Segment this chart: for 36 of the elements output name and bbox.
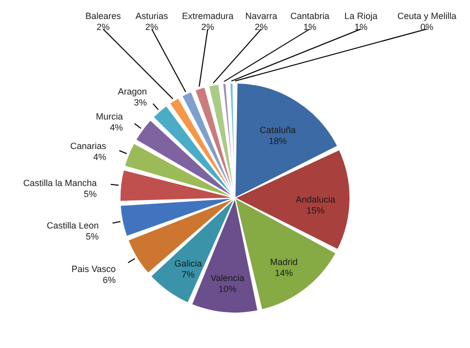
slice-label: Galicia	[174, 258, 202, 268]
data-label: 2%	[254, 22, 268, 32]
data-label: 15%	[306, 205, 324, 216]
slice-label: Baleares	[85, 11, 122, 21]
slice-label: Navarra	[245, 11, 278, 21]
slice-label: Extremadura	[182, 11, 234, 21]
slice-label: Madrid	[270, 256, 298, 267]
data-label: 4%	[110, 122, 123, 132]
data-label: 2%	[96, 22, 110, 32]
slice-label: Pais Vasco	[71, 264, 116, 274]
data-label: 2%	[201, 22, 214, 32]
category-label: Ceuta y Melilla	[397, 11, 456, 21]
data-label: 14%	[274, 268, 293, 278]
slice-label: Andalucia	[296, 194, 336, 204]
data-label: 1%	[354, 22, 368, 32]
slice-label: Aragon	[118, 86, 147, 96]
slice-label: Asturias	[135, 11, 168, 21]
data-label: 5%	[86, 232, 99, 242]
slice-label: Cantabria	[290, 11, 330, 21]
slice-label: Canarias	[70, 141, 107, 152]
slice-label: La Rioja	[344, 11, 378, 21]
data-label: 7%	[182, 269, 195, 280]
data-label: 6%	[102, 274, 116, 285]
slice-label: Valencia	[210, 273, 244, 284]
slice-label: Murcia	[96, 111, 123, 122]
text: 0%	[420, 22, 434, 32]
data-label: 2%	[145, 22, 158, 32]
data-label: 5%	[84, 189, 97, 200]
slice-label: Castilla la Mancha	[23, 178, 97, 188]
data-label: 10%	[218, 284, 237, 294]
data-label: 1%	[303, 22, 316, 32]
data-label: 3%	[134, 97, 147, 108]
data-label: 4%	[93, 152, 106, 162]
slice-label: Castilla Leon	[46, 220, 99, 231]
data-label: 18%	[268, 136, 287, 146]
slice-label: Cataluña	[260, 124, 296, 135]
